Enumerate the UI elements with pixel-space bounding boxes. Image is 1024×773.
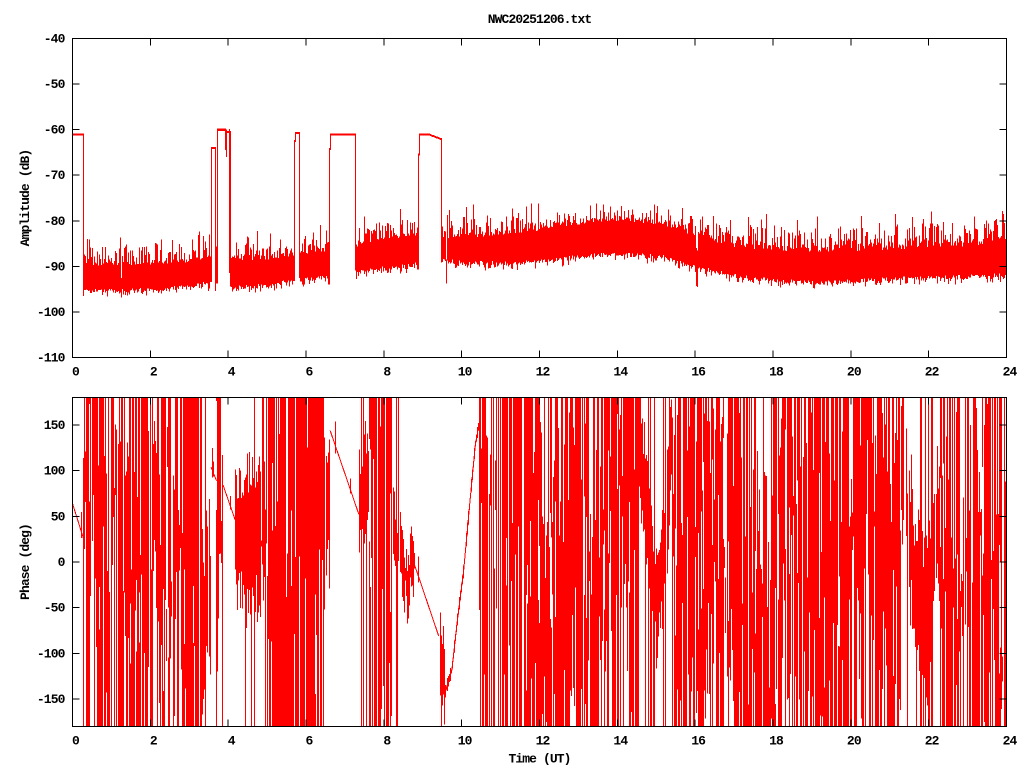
svg-text:0: 0 (72, 365, 80, 380)
svg-text:14: 14 (613, 734, 628, 749)
svg-text:12: 12 (536, 365, 551, 380)
svg-text:100: 100 (44, 464, 66, 479)
svg-text:2: 2 (150, 365, 158, 380)
svg-text:6: 6 (306, 365, 314, 380)
svg-text:10: 10 (458, 734, 473, 749)
svg-text:50: 50 (51, 509, 66, 524)
svg-text:18: 18 (769, 365, 784, 380)
svg-text:8: 8 (383, 365, 391, 380)
svg-text:Phase (deg): Phase (deg) (18, 524, 33, 600)
svg-text:-100: -100 (37, 305, 66, 320)
svg-text:-110: -110 (37, 351, 66, 366)
svg-text:-100: -100 (37, 646, 66, 661)
svg-text:NWC20251206.txt: NWC20251206.txt (488, 12, 592, 27)
svg-text:2: 2 (150, 734, 158, 749)
svg-text:-150: -150 (37, 692, 66, 707)
svg-text:22: 22 (925, 734, 940, 749)
svg-text:24: 24 (1003, 734, 1018, 749)
svg-text:-70: -70 (44, 168, 66, 183)
svg-text:8: 8 (383, 734, 391, 749)
svg-text:24: 24 (1003, 365, 1018, 380)
svg-text:150: 150 (44, 418, 66, 433)
svg-text:16: 16 (691, 734, 706, 749)
svg-text:20: 20 (847, 365, 862, 380)
svg-text:4: 4 (228, 734, 236, 749)
svg-text:18: 18 (769, 734, 784, 749)
svg-text:20: 20 (847, 734, 862, 749)
svg-text:-80: -80 (44, 214, 66, 229)
svg-text:12: 12 (536, 734, 551, 749)
svg-text:-60: -60 (44, 123, 66, 138)
svg-text:-90: -90 (44, 259, 66, 274)
svg-text:4: 4 (228, 365, 236, 380)
svg-text:0: 0 (72, 734, 80, 749)
svg-text:-50: -50 (44, 601, 66, 616)
svg-text:14: 14 (613, 365, 628, 380)
svg-text:-40: -40 (44, 32, 66, 47)
svg-text:0: 0 (58, 555, 66, 570)
svg-text:-50: -50 (44, 77, 66, 92)
svg-text:Amplitude (dB): Amplitude (dB) (18, 150, 33, 247)
svg-text:6: 6 (306, 734, 314, 749)
svg-text:16: 16 (691, 365, 706, 380)
svg-text:10: 10 (458, 365, 473, 380)
svg-text:22: 22 (925, 365, 940, 380)
svg-text:Time (UT): Time (UT) (508, 752, 570, 767)
